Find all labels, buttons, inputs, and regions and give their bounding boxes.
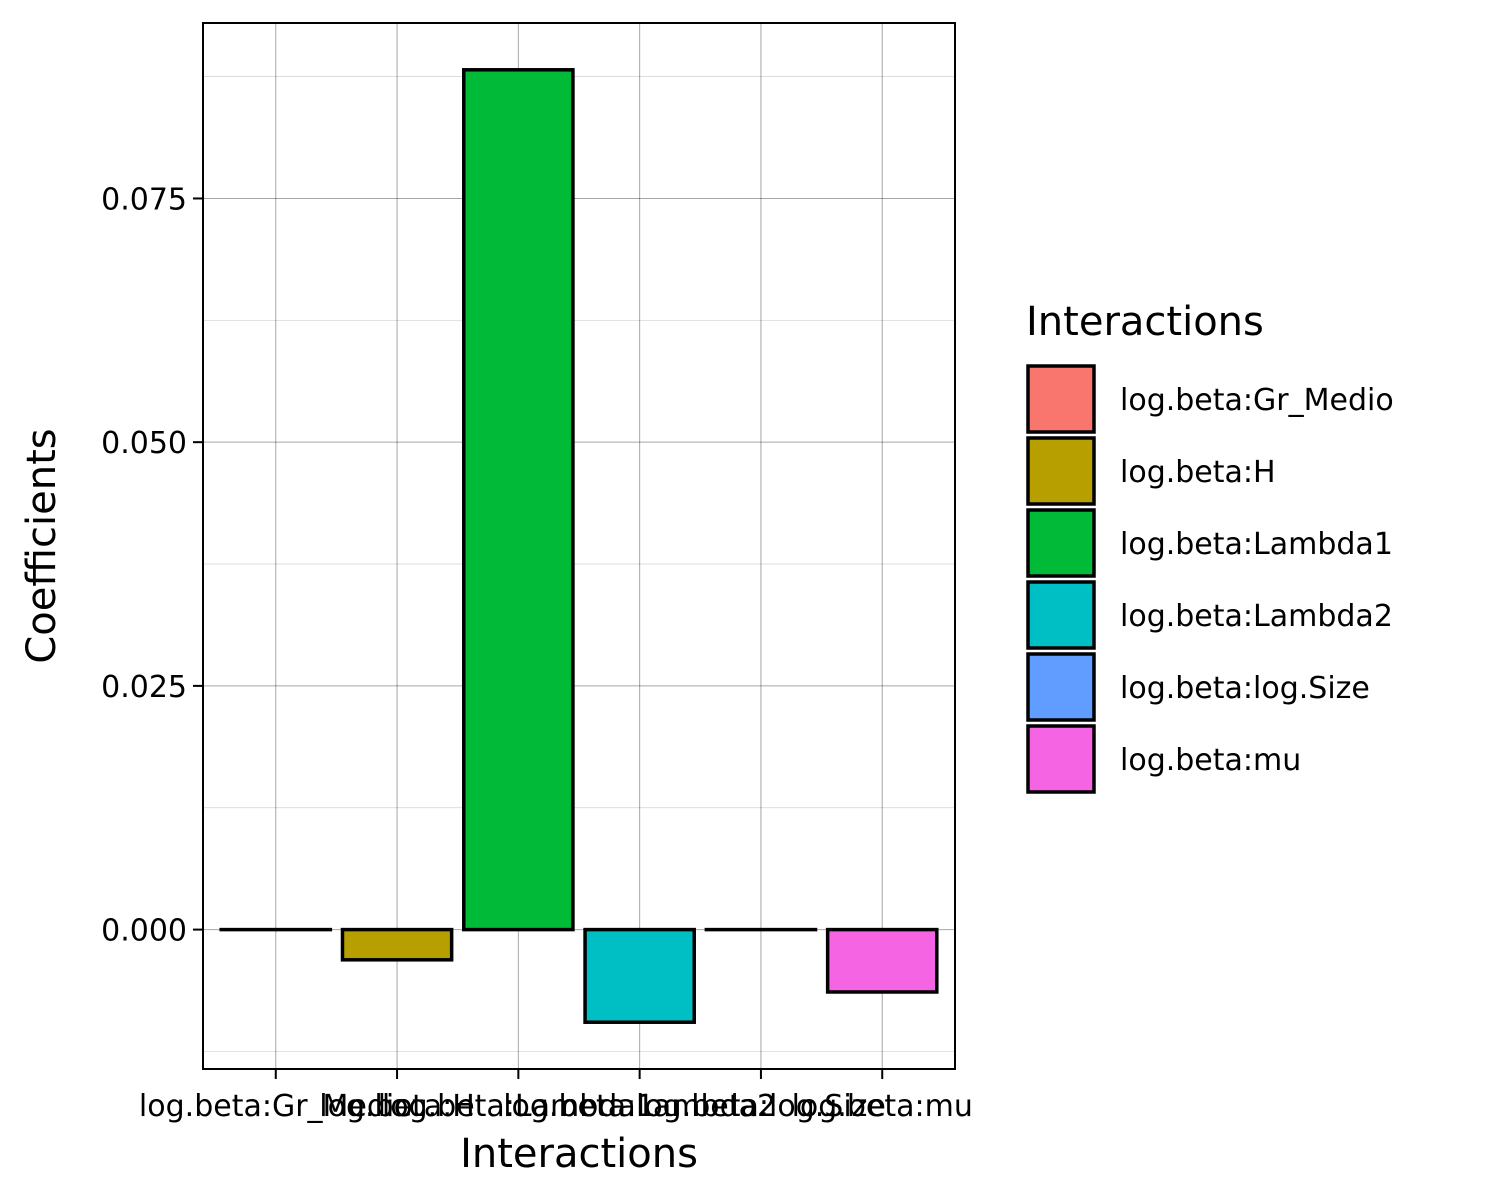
legend-label: log.beta:Gr_Medio bbox=[1120, 383, 1394, 418]
y-tick-label: 0.075 bbox=[101, 182, 187, 217]
bar-log.beta:Lambda1 bbox=[462, 68, 575, 932]
y-axis-title: Coefficients bbox=[19, 428, 65, 663]
bar-log.beta:mu bbox=[825, 927, 939, 994]
legend: Interactions log.beta:Gr_Medio log.beta:H… bbox=[1026, 299, 1394, 794]
legend-swatch bbox=[1026, 652, 1096, 722]
legend-swatch bbox=[1026, 436, 1096, 506]
y-tick-label: 0.025 bbox=[101, 670, 187, 705]
x-tick-label: log.beta:Lambda2 bbox=[503, 1089, 776, 1124]
y-axis: 0.000 0.025 0.050 0.075 bbox=[101, 182, 203, 949]
x-tick-label: log.beta:Lambda1 bbox=[382, 1089, 655, 1124]
plot-background bbox=[203, 23, 955, 1069]
bar-log.beta:Lambda2 bbox=[583, 927, 696, 1024]
bars bbox=[219, 68, 939, 1024]
legend-swatch bbox=[1026, 724, 1096, 794]
legend-label: log.beta:mu bbox=[1120, 743, 1301, 778]
bar-log.beta:H bbox=[340, 927, 454, 962]
legend-swatch bbox=[1026, 364, 1096, 434]
x-axis-title: Interactions bbox=[460, 1131, 698, 1177]
legend-swatch bbox=[1026, 580, 1096, 650]
x-tick-label: log.beta:mu bbox=[792, 1089, 973, 1124]
plot-border bbox=[202, 22, 956, 1070]
x-axis: log.beta:Gr_Mediolog.beta:Hlog.beta:Lamb… bbox=[139, 1069, 973, 1124]
x-tick-label: log.beta:H bbox=[319, 1089, 475, 1124]
legend-label: log.beta:Lambda2 bbox=[1120, 599, 1393, 634]
legend-label: log.beta:log.Size bbox=[1120, 671, 1370, 706]
y-tick-label: 0.050 bbox=[101, 426, 187, 461]
legend-label: log.beta:H bbox=[1120, 455, 1276, 490]
legend-label: log.beta:Lambda1 bbox=[1120, 527, 1393, 562]
y-tick-label: 0.000 bbox=[101, 914, 187, 949]
legend-swatch bbox=[1026, 508, 1096, 578]
x-tick-label: log.beta:Gr_Medio bbox=[139, 1089, 413, 1124]
x-tick-label: log.beta:log.Size bbox=[636, 1089, 886, 1124]
legend-title: Interactions bbox=[1026, 299, 1264, 345]
